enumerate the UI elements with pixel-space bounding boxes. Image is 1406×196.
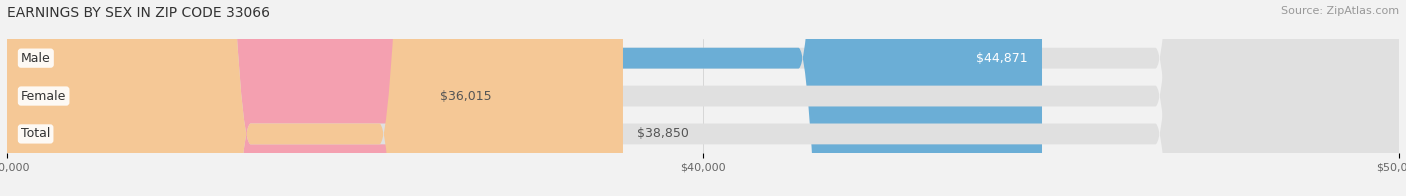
- Text: $44,871: $44,871: [976, 52, 1028, 65]
- Text: Female: Female: [21, 90, 66, 103]
- Text: Male: Male: [21, 52, 51, 65]
- FancyBboxPatch shape: [7, 0, 1399, 196]
- Text: $38,850: $38,850: [637, 127, 689, 140]
- Text: EARNINGS BY SEX IN ZIP CODE 33066: EARNINGS BY SEX IN ZIP CODE 33066: [7, 6, 270, 20]
- Text: $36,015: $36,015: [440, 90, 491, 103]
- FancyBboxPatch shape: [7, 0, 1042, 196]
- FancyBboxPatch shape: [7, 0, 1399, 196]
- FancyBboxPatch shape: [7, 0, 1399, 196]
- Text: Source: ZipAtlas.com: Source: ZipAtlas.com: [1281, 6, 1399, 16]
- FancyBboxPatch shape: [7, 0, 623, 196]
- Text: Total: Total: [21, 127, 51, 140]
- FancyBboxPatch shape: [7, 0, 426, 196]
